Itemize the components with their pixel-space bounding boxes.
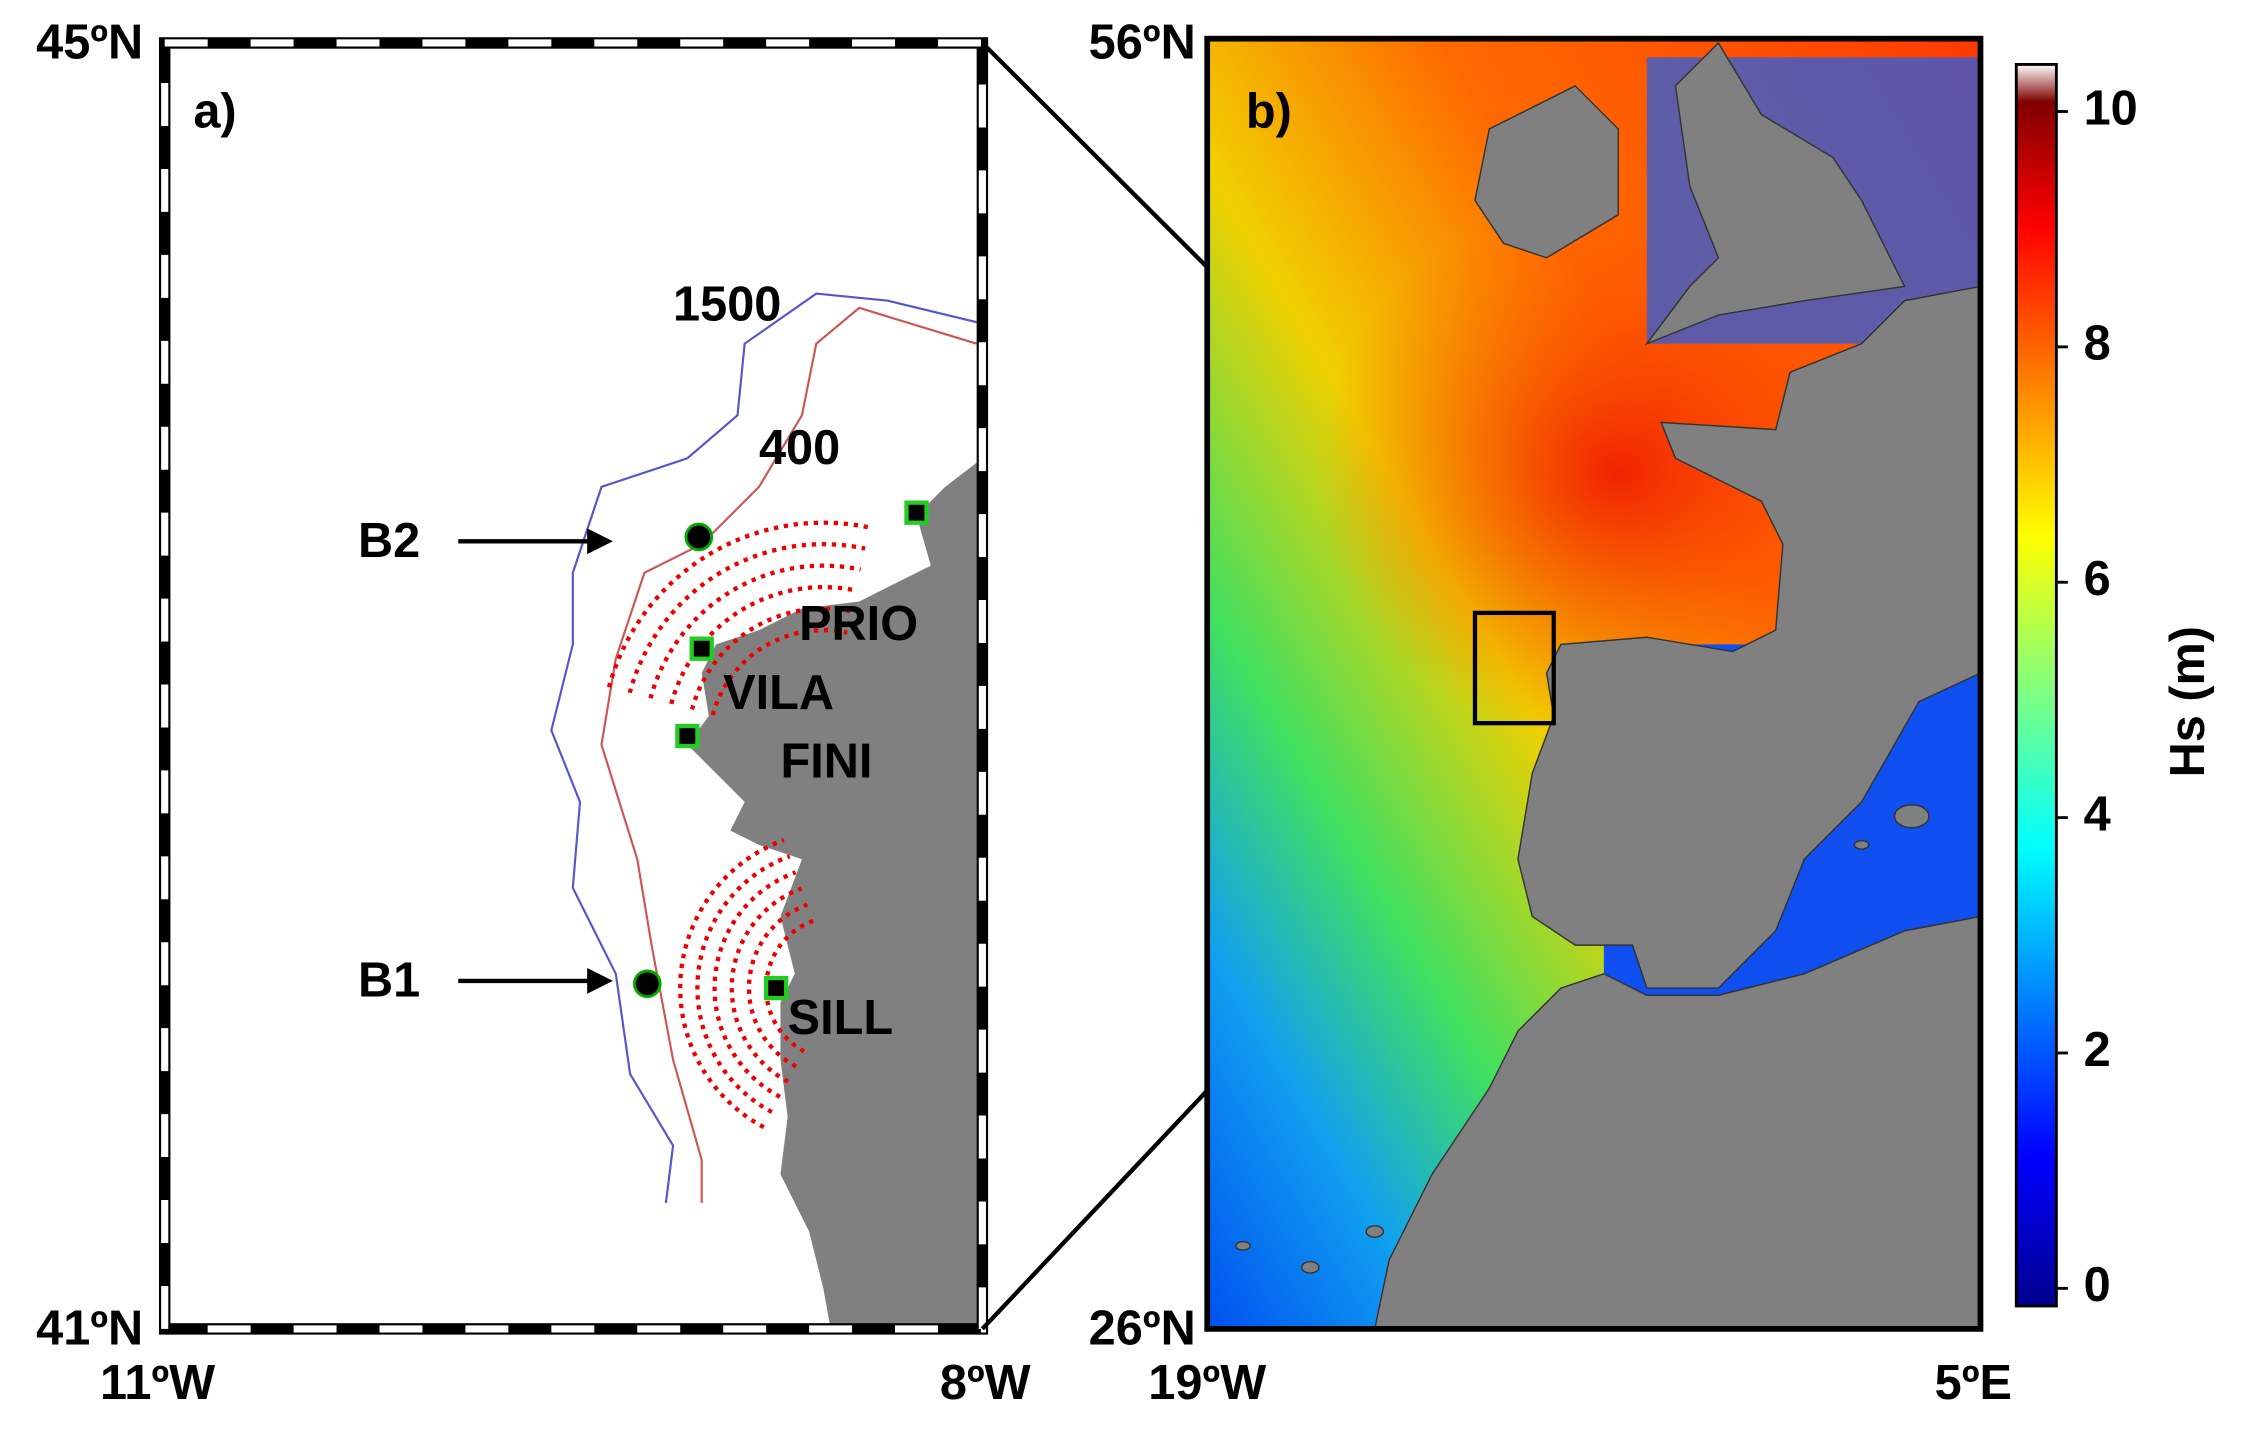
land [1374, 915, 1981, 1329]
land [1365, 1225, 1385, 1238]
station-marker [904, 500, 929, 525]
zoom-box [1472, 610, 1556, 726]
land [1474, 85, 1619, 259]
station-label: PRIO [799, 597, 918, 651]
station-marker [675, 723, 700, 749]
frame [1204, 35, 1984, 1332]
colorbar-scale [2014, 63, 2058, 1308]
panel-label: a) [193, 84, 236, 138]
lat-label: 41ºN [36, 1302, 143, 1356]
land [1893, 804, 1930, 829]
lat-label: 26ºN [1089, 1302, 1196, 1356]
colorbar-tick-label: 6 [2084, 552, 2111, 606]
panel-label: b) [1246, 84, 1292, 138]
isobath-1500 [550, 292, 977, 1204]
colorbar-tick-label: 2 [2084, 1023, 2111, 1077]
colorbar-label: Hs (m) [2161, 626, 2215, 777]
colorbar-tick-label: 10 [2084, 81, 2138, 135]
wave-ray [669, 584, 857, 705]
station-marker [763, 975, 789, 1001]
colorbar-tick-label: 8 [2084, 317, 2111, 371]
isobath-label: 1500 [673, 278, 781, 332]
land [1644, 41, 1906, 346]
arrow-head [587, 968, 613, 994]
lat-label: 45ºN [36, 16, 143, 70]
land [1300, 1260, 1320, 1274]
buoy-label: B1 [358, 954, 420, 1008]
wave-ray [689, 606, 853, 710]
wave-ray [729, 886, 803, 1084]
land [687, 458, 983, 1329]
land [1235, 1240, 1251, 1251]
wave-ray [712, 870, 797, 1099]
lon-label: 5ºE [1935, 1356, 2012, 1410]
panel-b: b) 56ºN 26ºN 19ºW 5ºE [1089, 16, 2012, 1410]
wave-ray [710, 627, 848, 716]
wave-ray [648, 563, 862, 699]
colorbar-tick-label: 4 [2084, 787, 2111, 841]
lon-label: 19ºW [1148, 1356, 1266, 1410]
station-label: VILA [723, 666, 834, 720]
isobath-label: 400 [759, 421, 840, 475]
colorbar: Hs (m) 0 2 4 6 8 10 [2014, 63, 2215, 1312]
station-label: FINI [780, 735, 872, 789]
colorbar-tick-label: 0 [2084, 1258, 2111, 1312]
wave-ray [627, 542, 866, 694]
lat-label: 56ºN [1089, 16, 1196, 70]
wave-rays [606, 520, 871, 1130]
wave-ray [695, 854, 791, 1114]
station-label: SILL [788, 991, 893, 1045]
buoy-label: B2 [358, 514, 420, 568]
buoy-marker [632, 969, 662, 999]
isobath-400 [600, 306, 977, 1203]
station-marker [689, 636, 714, 661]
arrow-head [587, 528, 613, 555]
land [1517, 38, 1981, 989]
lon-label: 8ºW [940, 1356, 1031, 1410]
lon-label: 11ºW [100, 1356, 215, 1410]
frame-dashes [161, 39, 986, 1333]
wave-ray [746, 902, 809, 1069]
land [1853, 839, 1870, 850]
panel-a: a) 1500 400 B2 B1 PRIO VILA FINI SILL 45… [36, 16, 1031, 1410]
wave-ray [678, 838, 785, 1130]
buoy-marker [684, 522, 714, 552]
